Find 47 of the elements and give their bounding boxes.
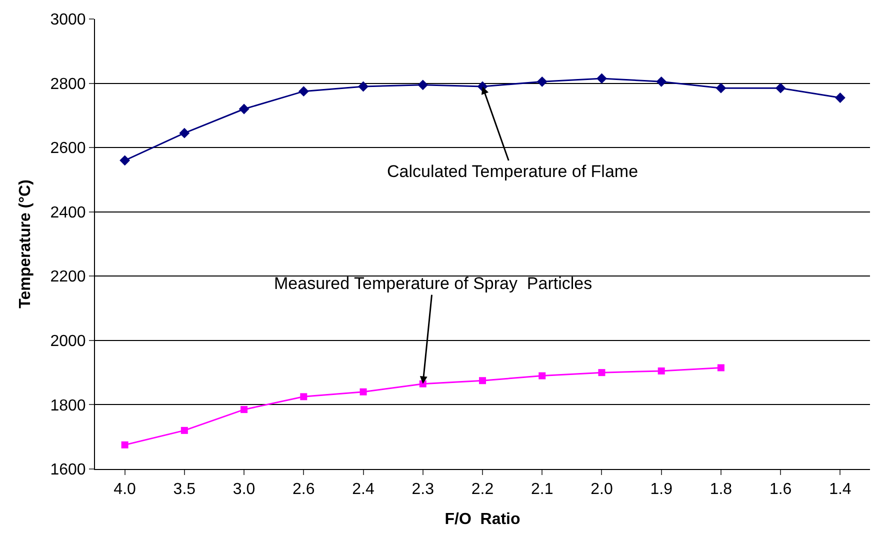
point: [179, 128, 190, 138]
point: [834, 92, 846, 103]
point: [358, 81, 368, 92]
point: [596, 73, 607, 84]
point: [240, 406, 248, 414]
x-tick-label: 4.0: [114, 481, 136, 498]
point: [536, 76, 548, 87]
annotation: Measured Temperature of Spray Particles: [274, 274, 592, 293]
point: [598, 369, 606, 376]
point: [121, 441, 128, 448]
x-tick-label: 1.9: [650, 481, 673, 498]
y-tick-label: 2200: [50, 268, 86, 286]
point: [360, 388, 367, 396]
x-tick-label: 2.4: [352, 481, 374, 498]
point: [716, 82, 726, 94]
point: [180, 426, 188, 434]
point: [658, 367, 665, 374]
x-tick-label: 2.6: [292, 481, 315, 498]
y-axis-title: Temperature (°C): [17, 180, 34, 308]
y-tick-label: 3000: [50, 12, 86, 29]
x-tick-label: 3.5: [173, 481, 196, 498]
point: [538, 372, 546, 380]
x-tick-label: 2.3: [412, 481, 434, 498]
y-tick-label: 1600: [50, 462, 86, 479]
y-tick-label: 2600: [50, 140, 86, 158]
x-axis-title: F/O Ratio: [444, 510, 520, 528]
y-tick-label: 2000: [50, 333, 86, 350]
point: [120, 155, 130, 166]
x-tick-label: 1.4: [829, 481, 852, 498]
x-tick-label: 2.0: [590, 481, 613, 498]
y-tick-label: 1800: [50, 397, 86, 414]
x-tick-label: 1.6: [769, 481, 792, 498]
point: [717, 364, 724, 372]
point: [418, 80, 428, 90]
annotation: Calculated Temperature of Flame: [387, 162, 638, 181]
x-tick-label: 2.1: [530, 481, 554, 498]
y-tick-label: 2800: [50, 76, 86, 93]
x-tick-label: 1.8: [710, 481, 732, 498]
point: [775, 82, 786, 94]
point: [300, 393, 308, 400]
x-tick-label: 2.2: [471, 481, 494, 498]
x-tick-label: 3.0: [232, 481, 256, 498]
point: [298, 86, 309, 97]
y-tick-label: 2400: [50, 204, 86, 222]
point: [656, 76, 667, 87]
point: [238, 104, 250, 114]
point: [479, 377, 486, 384]
